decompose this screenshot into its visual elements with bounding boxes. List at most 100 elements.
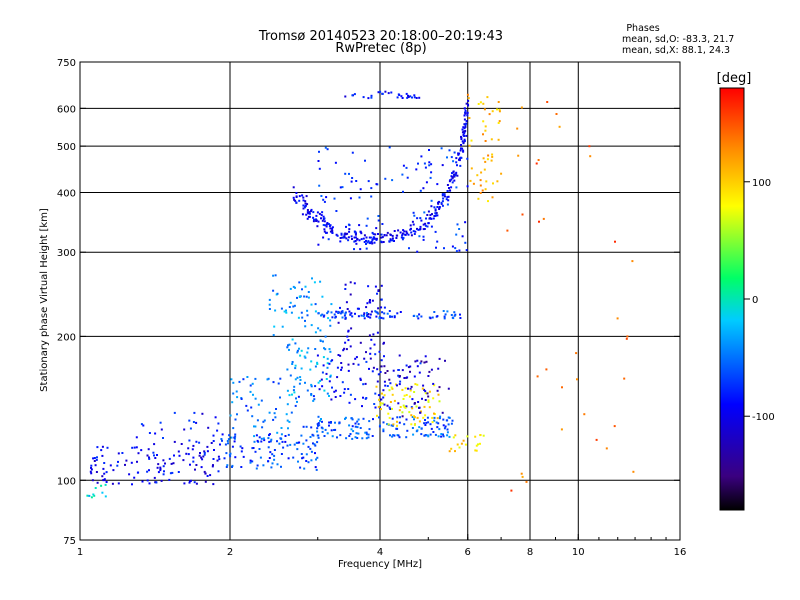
data-point — [458, 446, 461, 449]
data-point — [298, 195, 301, 198]
data-point — [427, 435, 430, 438]
data-point — [317, 422, 320, 425]
data-point — [294, 199, 297, 202]
data-point — [401, 388, 404, 391]
data-point — [329, 374, 332, 377]
data-point — [306, 389, 309, 392]
data-point — [348, 172, 350, 175]
data-point — [464, 130, 467, 132]
data-point — [303, 467, 306, 470]
data-point — [400, 95, 403, 98]
data-point — [135, 446, 138, 449]
data-point — [104, 483, 107, 486]
data-point — [327, 317, 330, 320]
data-point — [256, 464, 259, 467]
data-point — [333, 197, 336, 200]
data-point — [331, 232, 334, 234]
data-point — [375, 183, 378, 186]
data-point — [348, 310, 351, 313]
data-point — [310, 208, 313, 211]
data-point — [521, 475, 524, 478]
data-point — [212, 483, 215, 486]
data-point — [193, 411, 196, 414]
data-point — [422, 235, 425, 238]
data-point — [234, 456, 237, 459]
data-point — [395, 237, 398, 239]
data-point — [415, 430, 418, 433]
data-point — [405, 436, 408, 439]
data-point — [365, 243, 367, 245]
data-point — [366, 241, 369, 244]
data-point — [445, 198, 448, 201]
data-point — [423, 162, 426, 165]
data-point — [464, 125, 467, 128]
data-point — [329, 319, 332, 322]
data-point — [287, 457, 290, 460]
data-point — [371, 370, 374, 373]
data-point — [448, 149, 451, 152]
data-point — [467, 99, 470, 102]
data-point — [420, 410, 422, 413]
data-point — [345, 348, 348, 351]
data-point — [382, 421, 385, 424]
data-point — [339, 354, 342, 357]
data-point — [440, 435, 443, 438]
phases-title: Phases — [626, 23, 659, 34]
data-point — [389, 315, 391, 318]
data-point — [351, 151, 354, 154]
data-point — [402, 190, 404, 193]
data-point — [382, 396, 385, 399]
data-point — [269, 440, 272, 443]
data-point — [456, 164, 458, 167]
data-point — [234, 418, 237, 421]
data-point — [347, 339, 350, 342]
data-point — [451, 181, 454, 184]
data-point — [462, 141, 465, 144]
data-point — [340, 232, 343, 235]
data-point — [307, 445, 310, 448]
data-point — [446, 431, 449, 434]
data-point — [285, 311, 288, 314]
data-point — [316, 441, 319, 444]
data-point — [299, 376, 302, 379]
data-point — [437, 202, 440, 205]
data-point — [399, 231, 402, 234]
data-point — [396, 312, 399, 315]
data-point — [337, 312, 340, 314]
data-point — [442, 433, 444, 436]
data-point — [341, 186, 344, 189]
data-point — [462, 439, 465, 442]
data-point — [209, 474, 212, 477]
data-point — [560, 428, 563, 431]
data-point — [423, 388, 426, 391]
data-point — [457, 153, 460, 156]
data-point — [308, 212, 311, 215]
data-point — [479, 101, 482, 104]
data-point — [365, 314, 368, 317]
data-point — [393, 434, 396, 437]
data-point — [444, 195, 446, 198]
data-point — [301, 194, 304, 197]
data-point — [410, 406, 413, 409]
data-point — [466, 435, 469, 438]
data-point — [413, 94, 416, 97]
data-point — [286, 419, 289, 422]
data-point — [313, 218, 315, 221]
data-point — [339, 186, 342, 189]
data-point — [441, 164, 444, 167]
data-point — [445, 419, 448, 422]
data-point — [366, 217, 369, 220]
data-point — [296, 400, 298, 403]
data-point — [425, 360, 428, 363]
data-point — [329, 224, 332, 227]
data-point — [623, 377, 626, 380]
data-point — [555, 113, 558, 115]
data-point — [349, 345, 352, 348]
data-point — [411, 407, 414, 410]
x-tick-label: 8 — [527, 547, 533, 558]
data-point — [388, 310, 391, 312]
data-point — [380, 365, 383, 368]
data-point — [357, 315, 360, 318]
data-point — [392, 423, 395, 426]
data-point — [365, 224, 368, 227]
